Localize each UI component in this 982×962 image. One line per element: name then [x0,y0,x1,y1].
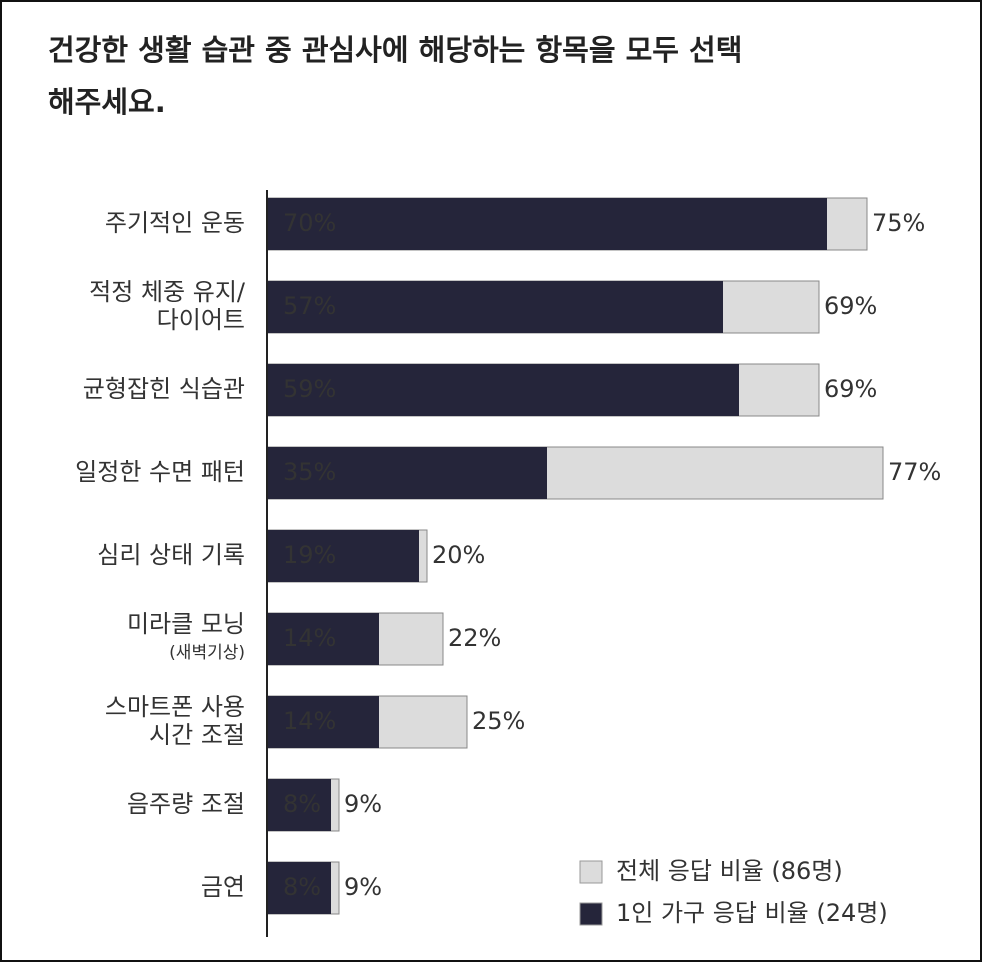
category-label: 주기적인 운동 [105,209,245,237]
legend-label: 전체 응답 비율 (86명) [616,857,843,885]
category-label: 일정한 수면 패턴 [75,458,245,486]
value-label: 57% [283,292,336,320]
category-label: 적정 체중 유지/다이어트 [89,278,246,334]
value-label: 69% [824,375,877,403]
value-label: 9% [344,873,382,901]
category-label: 미라클 모닝 (새벽기상) [127,610,245,663]
category-label: 균형잡힌 식습관 [83,375,245,403]
bar [267,281,723,333]
bar [267,696,379,748]
legend-swatch [579,860,603,884]
value-label: 59% [283,375,336,403]
bar [267,613,379,665]
value-label: 9% [344,790,382,818]
value-label: 14% [283,624,336,652]
chart-title: 건강한 생활 습관 중 관심사에 해당하는 항목을 모두 선택 해주세요. [48,33,743,119]
value-label: 20% [432,541,485,569]
value-label: 8% [283,873,321,901]
legend-label: 1인 가구 응답 비율 (24명) [616,899,888,927]
value-label: 25% [472,707,525,735]
bar [267,364,739,416]
value-label: 8% [283,790,321,818]
category-label: 음주량 조절 [127,790,245,818]
value-label: 19% [283,541,336,569]
category-label: 심리 상태 기록 [97,541,245,569]
value-label: 75% [872,209,925,237]
value-label: 14% [283,707,336,735]
value-label: 22% [448,624,501,652]
value-label: 35% [283,458,336,486]
bar [267,862,331,914]
bar [267,447,547,499]
value-label: 77% [888,458,941,486]
bar [267,779,331,831]
bar [267,198,827,250]
value-label: 70% [283,209,336,237]
legend-swatch [579,902,603,926]
category-label: 스마트폰 사용 시간 조절 [105,693,245,749]
value-label: 69% [824,292,877,320]
bar [267,530,419,582]
category-label: 금연 [201,873,245,901]
